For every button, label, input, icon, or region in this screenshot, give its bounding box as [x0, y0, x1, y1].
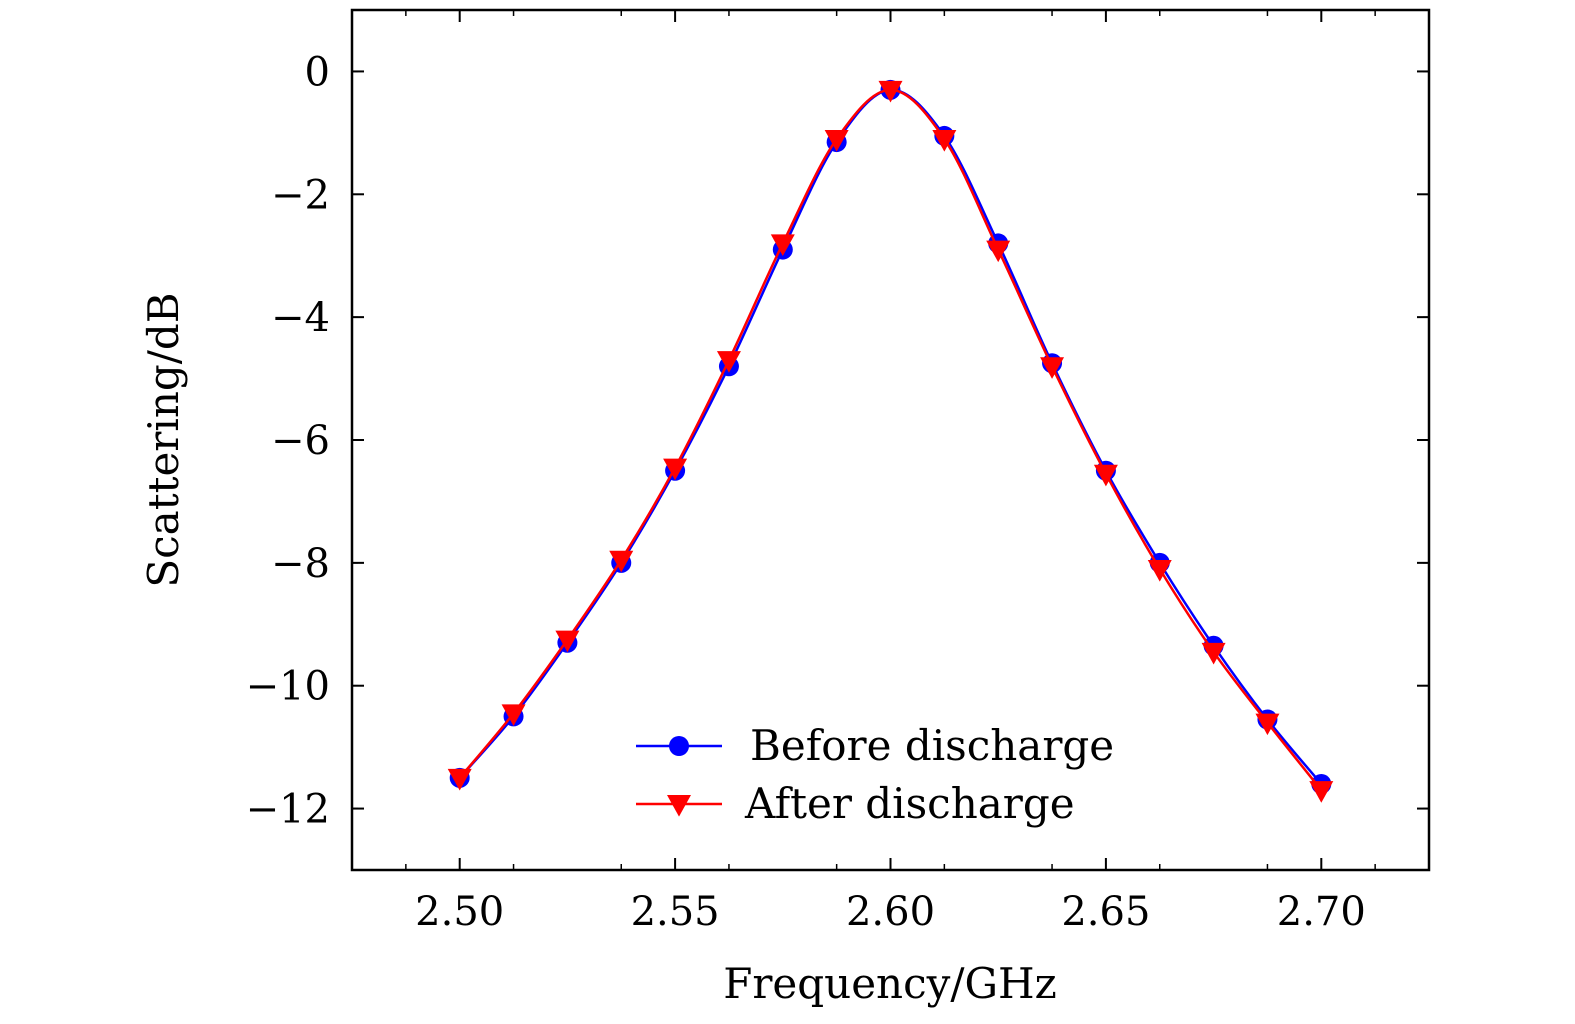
series-1: [447, 80, 1334, 803]
x-tick-label: 2.50: [415, 889, 504, 935]
data-point: [932, 130, 957, 152]
y-axis: 0 −2 −4 −6 −8 −10 −12: [246, 49, 1429, 833]
legend-label: After discharge: [744, 779, 1075, 828]
x-tick-label: 2.55: [631, 889, 720, 935]
data-point: [770, 234, 795, 257]
y-tick-label: −8: [271, 541, 330, 587]
data-point: [716, 351, 741, 373]
y-tick-label: 0: [305, 49, 330, 95]
y-tick-label: −10: [246, 664, 330, 710]
x-tick-label: 2.70: [1277, 889, 1366, 935]
x-axis: 2.50 2.55 2.60 2.65 2.70: [405, 10, 1376, 935]
x-tick-label: 2.65: [1061, 889, 1150, 935]
data-point: [1201, 642, 1226, 665]
legend-triangle-marker: [667, 795, 691, 817]
data-point: [447, 768, 472, 791]
y-tick-label: −4: [271, 295, 330, 341]
data-point: [878, 80, 903, 103]
legend: Before discharge After discharge: [636, 721, 1114, 828]
data-point: [1040, 357, 1065, 379]
y-tick-label: −6: [271, 418, 330, 464]
data-point: [663, 458, 688, 481]
y-tick-label: −2: [271, 172, 330, 218]
series-layer: [447, 79, 1334, 803]
data-point: [1147, 560, 1172, 582]
x-tick-label: 2.60: [846, 889, 935, 935]
data-point: [555, 630, 580, 653]
data-point: [1255, 713, 1280, 736]
data-point: [1093, 464, 1118, 487]
data-point: [609, 550, 634, 573]
legend-circle-marker: [669, 736, 689, 756]
data-point: [986, 240, 1011, 263]
y-tick-label: −12: [246, 787, 330, 833]
y-axis-title: Scattering/dB: [139, 292, 188, 587]
data-point: [501, 704, 526, 726]
series-line: [458, 88, 1323, 785]
data-point: [824, 130, 849, 152]
data-point: [1309, 781, 1334, 803]
legend-label: Before discharge: [750, 721, 1114, 770]
series-0: [449, 79, 1332, 794]
x-axis-title: Frequency/GHz: [723, 959, 1057, 1008]
series-line: [458, 88, 1323, 791]
